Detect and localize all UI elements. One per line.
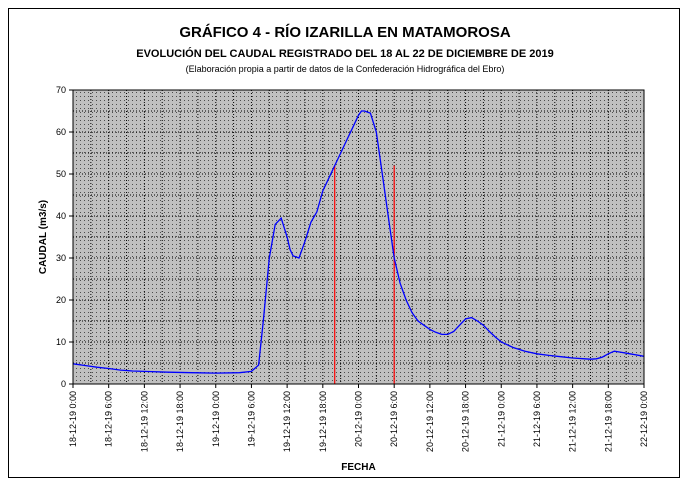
x-tick-label: 22-12-19 0:00 <box>639 391 649 447</box>
series-line-caudal <box>72 110 645 374</box>
x-tick-label: 19-12-19 18:00 <box>318 391 328 452</box>
marker-lines <box>334 165 395 384</box>
x-tick-label: 18-12-19 0:00 <box>68 391 78 447</box>
y-tick-label: 10 <box>56 337 66 347</box>
y-tick-label: 0 <box>61 379 66 389</box>
y-tick-label: 30 <box>56 253 66 263</box>
x-tick-label: 21-12-19 18:00 <box>603 391 613 452</box>
x-tick-label: 20-12-19 18:00 <box>461 391 471 452</box>
x-tick-label: 18-12-19 12:00 <box>139 391 149 452</box>
x-axis-label: FECHA <box>341 462 375 473</box>
x-axis-ticks: 18-12-19 0:00 18-12-19 6:00 18-12-19 12:00… <box>68 384 649 452</box>
x-tick-label: 18-12-19 18:00 <box>175 391 185 452</box>
x-tick-label: 18-12-19 6:00 <box>104 391 114 447</box>
y-axis-ticks: 0 10 20 30 40 50 60 70 <box>56 85 73 389</box>
y-axis-label: CAUDAL (m3/s) <box>38 200 49 274</box>
chart-source-note: (Elaboración propia a partir de datos de… <box>185 64 505 74</box>
chart-title: GRÁFICO 4 - RÍO IZARILLA EN MATAMOROSA <box>179 24 511 41</box>
y-tick-label: 20 <box>56 295 66 305</box>
x-tick-label: 20-12-19 6:00 <box>389 391 399 447</box>
x-tick-label: 20-12-19 0:00 <box>354 391 364 447</box>
y-tick-label: 50 <box>56 169 66 179</box>
y-tick-label: 60 <box>56 127 66 137</box>
y-tick-label: 70 <box>56 85 66 95</box>
x-tick-label: 19-12-19 6:00 <box>246 391 256 447</box>
x-tick-label: 21-12-19 12:00 <box>568 391 578 452</box>
chart-subtitle: EVOLUCIÓN DEL CAUDAL REGISTRADO DEL 18 A… <box>136 48 554 60</box>
x-tick-label: 21-12-19 6:00 <box>532 391 542 447</box>
x-tick-label: 19-12-19 0:00 <box>211 391 221 447</box>
y-tick-label: 40 <box>56 211 66 221</box>
x-tick-label: 20-12-19 12:00 <box>425 391 435 452</box>
x-tick-label: 21-12-19 0:00 <box>496 391 506 447</box>
x-tick-label: 19-12-19 12:00 <box>282 391 292 452</box>
